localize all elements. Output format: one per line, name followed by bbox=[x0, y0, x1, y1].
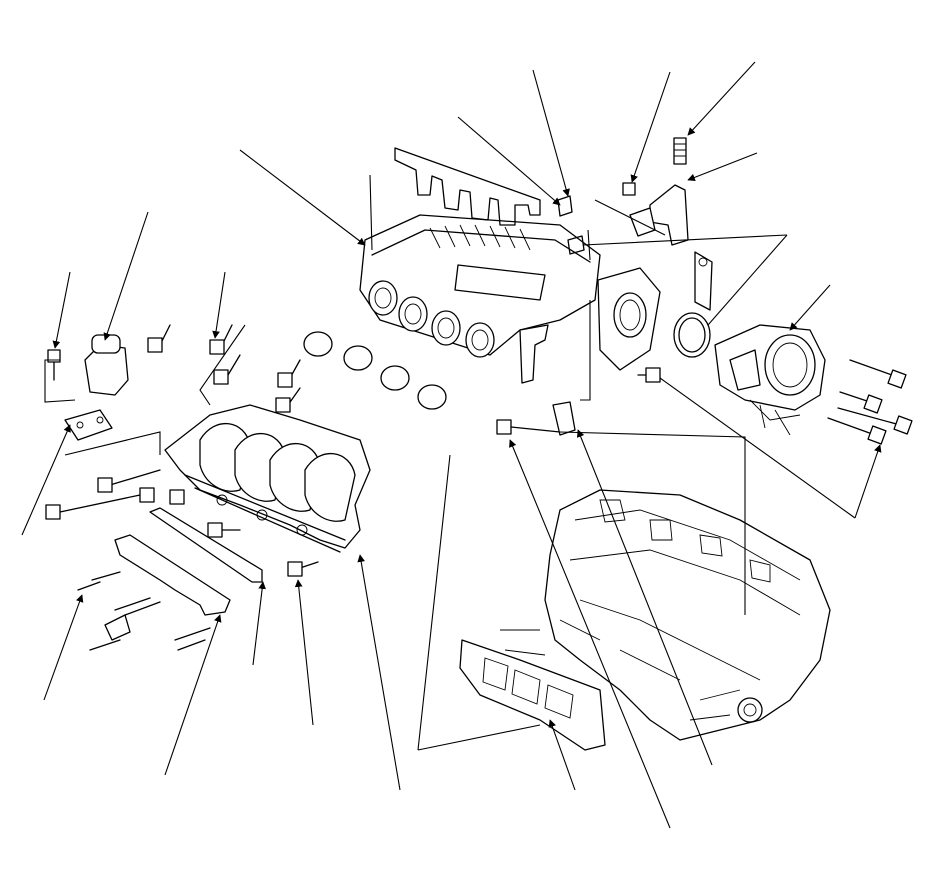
upper-manifold-gasket bbox=[394, 147, 541, 226]
throttle-gasket bbox=[673, 251, 713, 358]
lower-manifold-bolts bbox=[45, 324, 319, 577]
lower-intake-manifold bbox=[164, 404, 371, 553]
manifold-brackets bbox=[77, 507, 263, 651]
manifold-gasket bbox=[459, 639, 606, 751]
egr-valve bbox=[47, 334, 129, 441]
port-o-rings bbox=[303, 331, 447, 410]
engine-block bbox=[500, 489, 831, 741]
throttle-body bbox=[714, 324, 826, 436]
loose-fasteners bbox=[496, 367, 661, 436]
sensor-bracket bbox=[557, 137, 689, 255]
throttle-body-bolts bbox=[827, 359, 913, 445]
upper-intake-manifold bbox=[359, 214, 661, 384]
callout-leaders bbox=[21, 61, 882, 829]
